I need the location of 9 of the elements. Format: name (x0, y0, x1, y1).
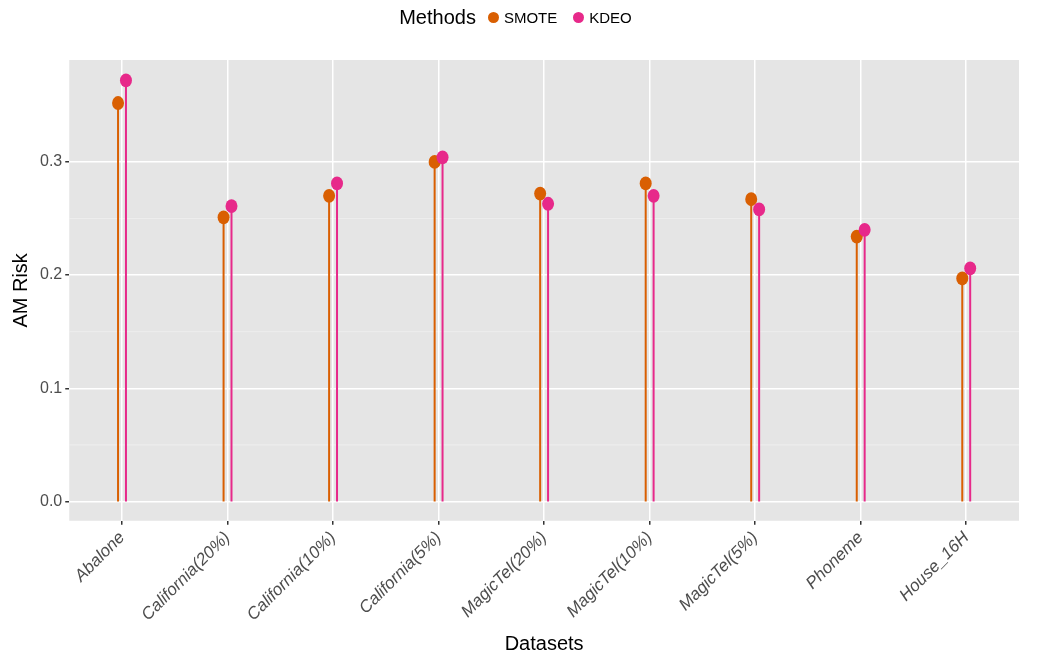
y-axis-title: AM Risk (8, 252, 31, 328)
y-tick-label: 0.0 (39, 491, 63, 509)
y-tick-label: 0.1 (39, 378, 63, 396)
y-tick-label: 0.2 (39, 265, 63, 283)
legend-label: KDEO (589, 9, 632, 26)
legend-title: Methods (399, 6, 476, 29)
y-tick-label: 0.3 (39, 152, 63, 170)
legend-label: SMOTE (503, 9, 558, 26)
x-axis-title: Datasets (504, 631, 584, 654)
